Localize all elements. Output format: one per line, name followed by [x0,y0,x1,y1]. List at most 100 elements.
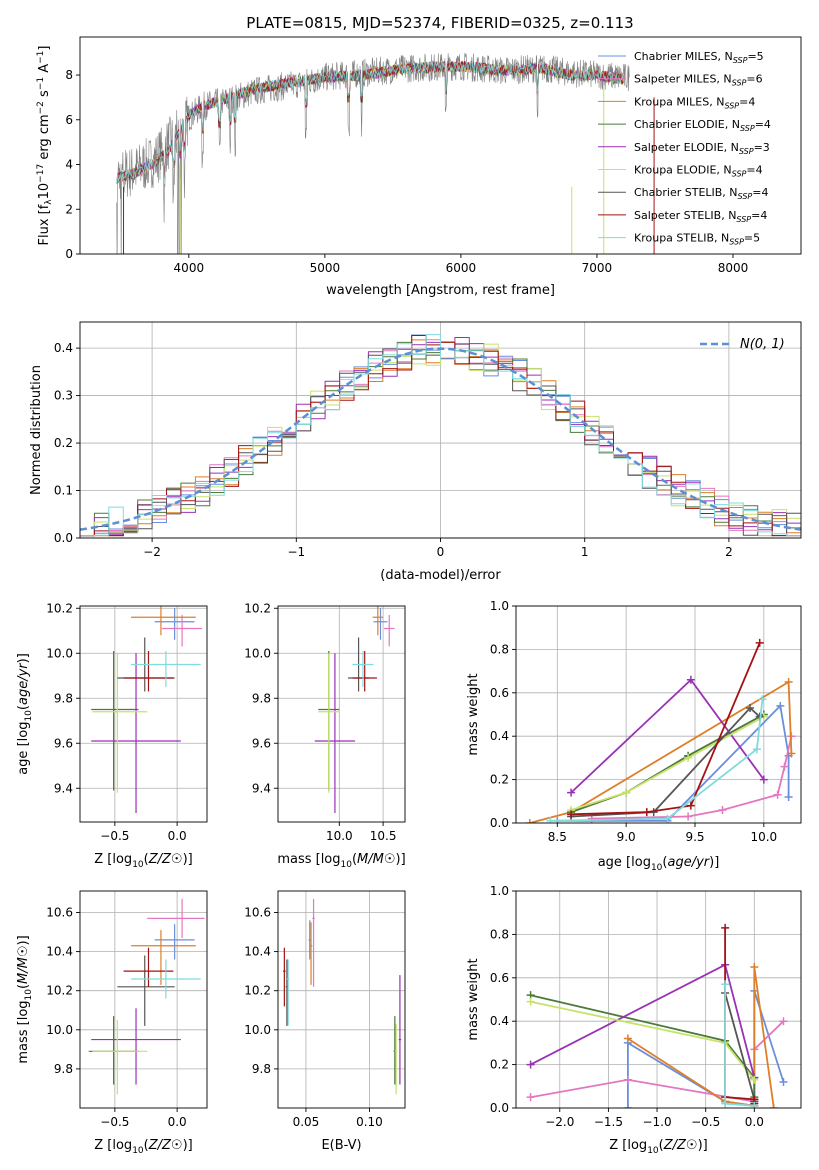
weight-marker [787,749,796,758]
weight-marker [776,701,785,710]
legend-label: Kroupa STELIB, NSSP=5 [634,232,760,247]
x-axis-label: Z [log10(Z/Z☉)] [94,1138,192,1156]
y-tick-label: 0.1 [54,484,73,498]
axes-frame [79,605,208,823]
label-part: =3 [754,141,770,154]
panel-weight-age: 8.5 9.0 9.5 10.0 0.0 0.2 0.4 0.6 0.8 1.0 age [log1… [466,599,802,873]
weight-marker [567,810,576,819]
label-part: =4 [739,95,755,108]
weight-marker [784,677,793,686]
label-part: SSP [724,101,739,110]
y-tick-label: 0.8 [490,642,509,656]
x-axis-label: Z [log10(Z/Z☉)] [94,852,192,870]
errorbar-salpeter-miles [383,615,395,647]
label-part: Kroupa ELODIE, N [634,164,732,177]
x-tick-label: 1 [581,545,589,559]
plot-area [314,606,395,813]
y-tick-label: 9.6 [54,736,73,750]
residual-legend: N(0, 1) [700,337,785,352]
axes-frame [277,890,406,1109]
y-tick-label: 10.2 [46,601,73,615]
label-part: −2 [36,101,46,114]
label-part: )] [698,1138,708,1153]
model-line-kroupa-stelib [116,60,624,184]
plot-area [525,638,796,823]
y-tick-label: 0 [65,247,73,261]
weight-marker [686,675,695,684]
legend-label: Chabrier STELIB, NSSP=4 [634,186,768,201]
label-part: SSP [732,79,747,88]
weight-marker [623,1034,632,1043]
label-part: 10 [132,860,144,870]
errorbar-kroupa-miles [372,606,384,636]
y-tick-label: 10.0 [244,1023,271,1037]
label-part: SSP [729,238,744,247]
axes-frame [79,36,802,255]
label-part: =5 [747,50,763,63]
weight-marker [642,808,651,817]
y-tick-label: 10.0 [46,1023,73,1037]
x-tick-label: −1.5 [594,1115,623,1129]
label-part: 10 [651,863,663,873]
x-tick-label: 0.0 [168,1115,187,1129]
ticks: −2.0 −1.5 −1.0 −0.5 0.0 0.0 0.2 0.4 0.6 0.8 1.0 [490,884,764,1129]
label-part: SSP [733,56,748,65]
x-tick-label: 0.0 [168,829,187,843]
x-tick-label: −0.5 [100,829,129,843]
plot-area [88,898,205,1095]
y-tick-label: 4 [65,158,73,172]
y-tick-label: 9.4 [252,781,271,795]
label-part: ( [662,855,667,870]
label-part: SSP [739,147,754,156]
label-part: )] [16,935,31,945]
label-part: s [37,90,52,101]
y-tick-label: 10.6 [244,906,271,920]
y-axis-label: mass weight [466,958,481,1040]
errorbar-kroupa-miles [309,922,313,985]
label-part: M/M☉ [16,945,31,983]
weight-marker [718,805,727,814]
errorbar-kroupa-stelib [131,651,201,687]
plot-area [80,334,801,537]
y-tick-label: 8 [65,68,73,82]
label-part: ( [144,852,149,867]
label-part: )] [709,855,719,870]
x-tick-label: 0 [437,545,445,559]
y-axis-label: Normed distribution [29,365,44,495]
weight-marker [779,1017,788,1026]
plot-area [526,923,788,1108]
label-part: 10 [24,989,34,1001]
weight-marker [721,923,730,932]
y-tick-label: 10.6 [46,906,73,920]
y-tick-label: 10.2 [244,601,271,615]
histogram-kroupa-stelib [80,334,801,537]
weight-marker [769,1104,778,1108]
legend-label: Kroupa MILES, NSSP=4 [634,95,755,110]
y-tick-label: 0.0 [490,816,509,830]
weight-line-kroupa-stelib [546,695,767,823]
errorbar-salpeter-miles [162,615,203,647]
label-part: Flux [f [37,204,52,245]
y-tick-label: 0.0 [490,1101,509,1115]
errorbar-salpeter-elodie [91,653,181,813]
weight-marker [758,695,767,704]
grid-lines [278,606,405,822]
y-tick-label: 0.6 [490,686,509,700]
weight-marker [721,980,730,989]
ticks: 4000 5000 6000 7000 8000 0 2 4 6 8 [65,68,748,275]
legend-label: Kroupa ELODIE, NSSP=4 [634,164,763,179]
errorbar-kroupa-elodie [92,1020,148,1095]
y-tick-label: 9.8 [252,691,271,705]
x-tick-label: 0.0 [745,1115,764,1129]
label-part: Z [log [94,1138,132,1153]
label-part: ] [37,46,52,51]
label-part: M/M☉ [357,852,395,867]
y-axis-label: Flux [fλ10−17 erg cm−2 s−1 A−1] [36,46,54,246]
y-tick-label: 0.6 [490,971,509,985]
x-tick-label: 8.5 [548,830,567,844]
errorbar-chabrier-elodie [91,651,139,791]
gaussian-curve [80,347,801,531]
panel-spectrum: 4000 5000 6000 7000 8000 0 2 4 6 8 Chabrier MILES,… [36,36,802,298]
panel-age-Z: −0.5 0.09.49.69.810.010.2Z [log10(Z/Z☉)]a… [16,601,208,870]
label-part: mass [log [16,1000,31,1063]
